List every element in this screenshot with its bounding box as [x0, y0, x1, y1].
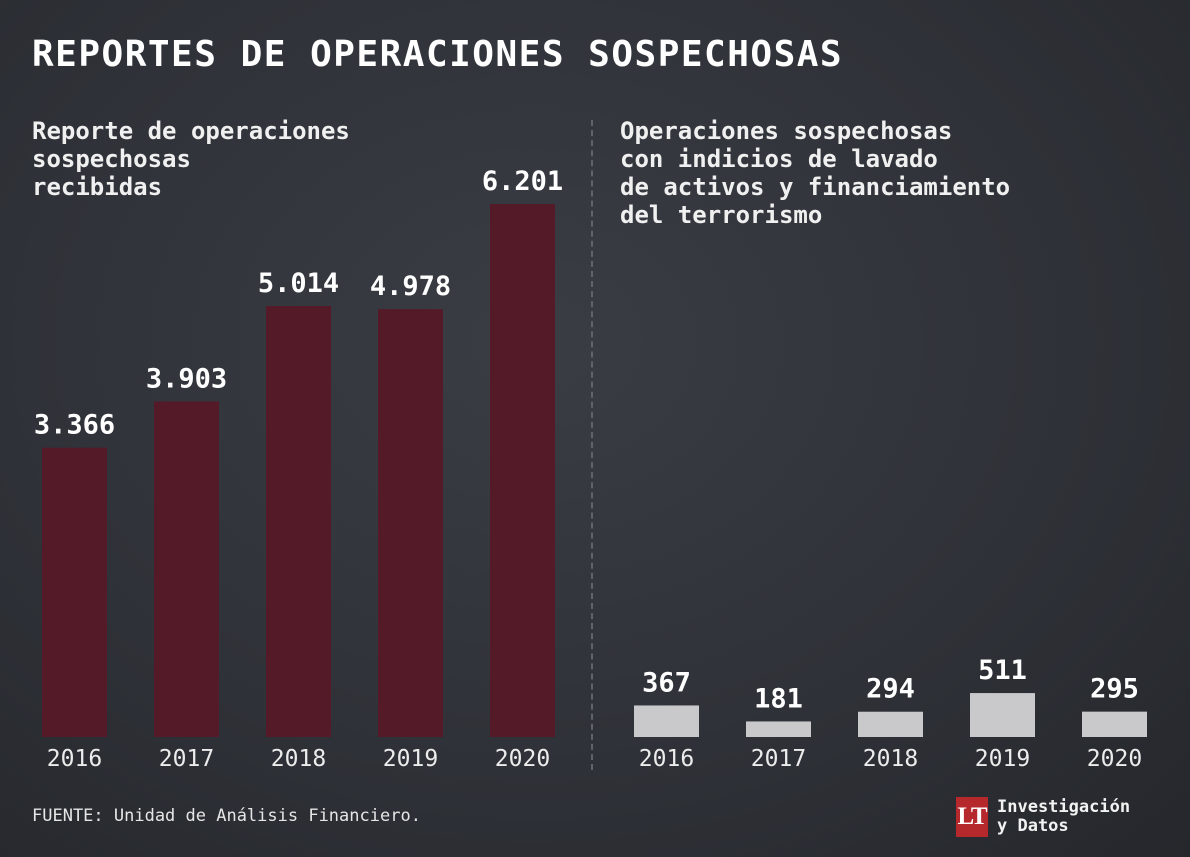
brand-logo: LT Investigación y Datos — [956, 797, 1130, 837]
right-bar-2018 — [858, 711, 923, 737]
right-bar-2019 — [970, 693, 1035, 737]
right-tick-label-2020: 2020 — [1087, 746, 1142, 772]
source-note: FUENTE: Unidad de Análisis Financiero. — [32, 806, 421, 826]
right-value-label-2020: 295 — [1090, 674, 1139, 705]
left-value-label-2017: 3.903 — [146, 364, 227, 395]
left-bar-2018 — [266, 306, 331, 737]
left-tick-label-2016: 2016 — [47, 746, 102, 772]
page-title: REPORTES DE OPERACIONES SOSPECHOSAS — [32, 34, 844, 75]
left-value-label-2018: 5.014 — [258, 268, 339, 299]
left-chart-title: Reporte de operaciones sospechosas recib… — [32, 117, 350, 201]
right-value-label-2017: 181 — [754, 683, 803, 714]
right-tick-label-2019: 2019 — [975, 746, 1030, 772]
right-chart-title: Operaciones sospechosas con indicios de … — [620, 117, 1011, 229]
left-value-label-2020: 6.201 — [482, 166, 563, 197]
logo-text: Investigación y Datos — [997, 798, 1130, 836]
left-bar-2017 — [154, 401, 219, 737]
right-value-label-2016: 367 — [642, 667, 691, 698]
left-bar-2016 — [42, 447, 107, 737]
right-tick-label-2016: 2016 — [639, 746, 694, 772]
left-tick-label-2019: 2019 — [383, 746, 438, 772]
left-tick-label-2018: 2018 — [271, 746, 326, 772]
chart-divider — [591, 120, 593, 770]
left-value-label-2019: 4.978 — [370, 271, 451, 302]
right-bar-2016 — [634, 705, 699, 737]
left-tick-label-2017: 2017 — [159, 746, 214, 772]
right-value-label-2019: 511 — [978, 655, 1027, 686]
right-bar-2020 — [1082, 711, 1147, 737]
left-bar-2020 — [490, 204, 555, 737]
lt-logo-icon: LT — [956, 797, 988, 837]
right-value-label-2018: 294 — [866, 674, 915, 705]
right-tick-label-2017: 2017 — [751, 746, 806, 772]
logo-line-2: y Datos — [997, 816, 1069, 836]
left-bar-2019 — [378, 309, 443, 737]
right-bar-2017 — [746, 721, 811, 737]
left-tick-label-2020: 2020 — [495, 746, 550, 772]
right-tick-label-2018: 2018 — [863, 746, 918, 772]
left-value-label-2016: 3.366 — [34, 410, 115, 441]
logo-line-1: Investigación — [997, 797, 1131, 817]
